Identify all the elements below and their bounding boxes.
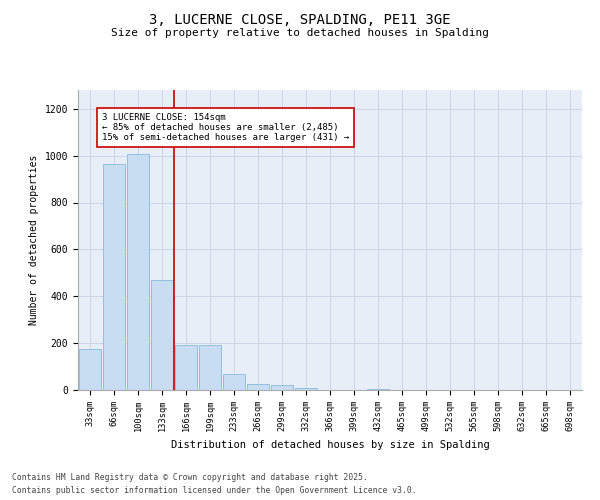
Bar xyxy=(295,388,317,390)
Bar xyxy=(151,280,173,390)
Bar xyxy=(103,164,125,390)
Bar xyxy=(79,349,101,390)
Bar xyxy=(247,384,269,390)
Bar xyxy=(175,346,197,390)
Y-axis label: Number of detached properties: Number of detached properties xyxy=(29,155,39,325)
Text: Size of property relative to detached houses in Spalding: Size of property relative to detached ho… xyxy=(111,28,489,38)
Bar xyxy=(127,154,149,390)
Text: 3 LUCERNE CLOSE: 154sqm
← 85% of detached houses are smaller (2,485)
15% of semi: 3 LUCERNE CLOSE: 154sqm ← 85% of detache… xyxy=(102,112,349,142)
Bar xyxy=(271,386,293,390)
Bar xyxy=(223,374,245,390)
Bar xyxy=(367,389,389,390)
Text: 3, LUCERNE CLOSE, SPALDING, PE11 3GE: 3, LUCERNE CLOSE, SPALDING, PE11 3GE xyxy=(149,12,451,26)
Bar xyxy=(199,346,221,390)
X-axis label: Distribution of detached houses by size in Spalding: Distribution of detached houses by size … xyxy=(170,440,490,450)
Text: Contains HM Land Registry data © Crown copyright and database right 2025.: Contains HM Land Registry data © Crown c… xyxy=(12,474,368,482)
Text: Contains public sector information licensed under the Open Government Licence v3: Contains public sector information licen… xyxy=(12,486,416,495)
